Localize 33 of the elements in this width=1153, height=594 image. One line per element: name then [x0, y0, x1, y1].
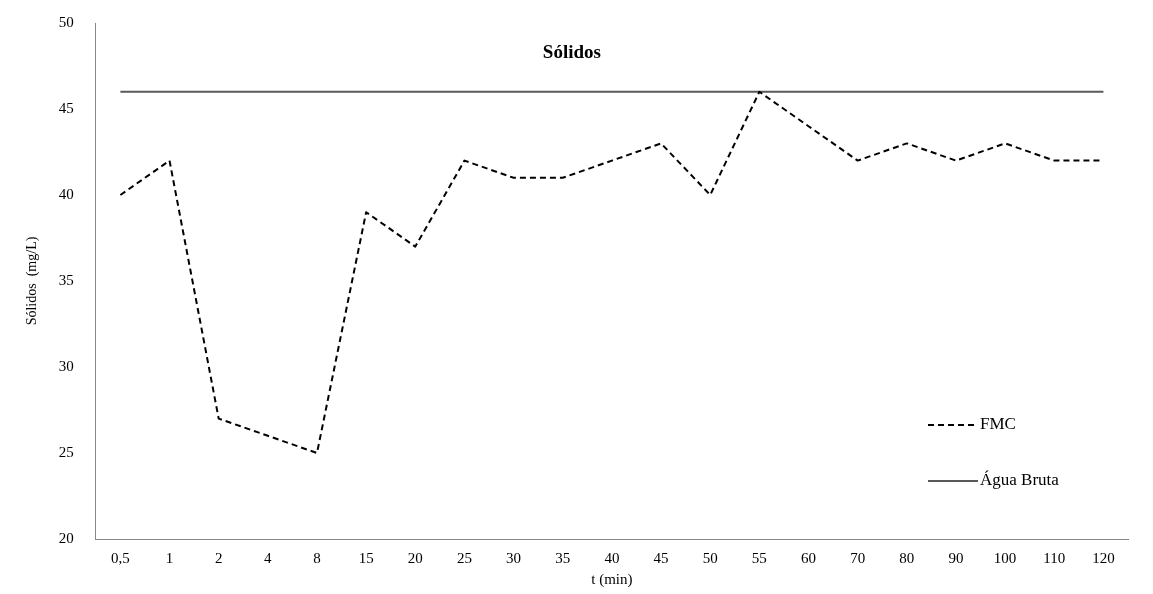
x-tick-label: 2 — [214, 549, 223, 566]
x-tick-label: 55 — [751, 549, 767, 566]
y-tick-label: 35 — [58, 271, 74, 288]
text: Sólidos — [542, 40, 601, 62]
x-tick-label: 70 — [850, 549, 866, 566]
y-tick-label: 40 — [58, 185, 74, 202]
legend-label: Água Bruta — [980, 470, 1060, 490]
x-tick-label: 110 — [1043, 549, 1066, 566]
x-tick-label: 40 — [604, 549, 620, 566]
y-tick-label: 50 — [58, 13, 74, 30]
x-tick-label: 90 — [948, 549, 964, 566]
x-tick-label: 0,5 — [111, 549, 130, 566]
y-tick-label: 30 — [58, 357, 74, 374]
x-tick-label: 30 — [506, 549, 522, 566]
x-tick-label: 50 — [702, 549, 718, 566]
x-tick-label: 35 — [555, 549, 571, 566]
x-tick-label: 4 — [264, 549, 273, 566]
x-tick-label: 15 — [358, 549, 374, 566]
x-tick-label: 20 — [407, 549, 423, 566]
y-tick-label: 25 — [58, 443, 74, 460]
x-tick-label: 45 — [653, 549, 669, 566]
y-tick-label: 45 — [58, 99, 74, 116]
y-tick-label: 20 — [58, 529, 74, 546]
y-axis-title: Sólidos (mg/L) — [24, 236, 41, 326]
x-tick-label: 25 — [456, 549, 472, 566]
legend-label: FMC — [980, 414, 1016, 434]
x-tick-label: 80 — [899, 549, 915, 566]
x-tick-label: 60 — [801, 549, 817, 566]
x-tick-label: 120 — [1092, 549, 1115, 566]
x-tick-label: 8 — [313, 549, 321, 566]
x-tick-label: 1 — [165, 549, 174, 566]
x-tick-label: 100 — [993, 549, 1017, 566]
x-axis-title: t (min) — [591, 570, 633, 588]
